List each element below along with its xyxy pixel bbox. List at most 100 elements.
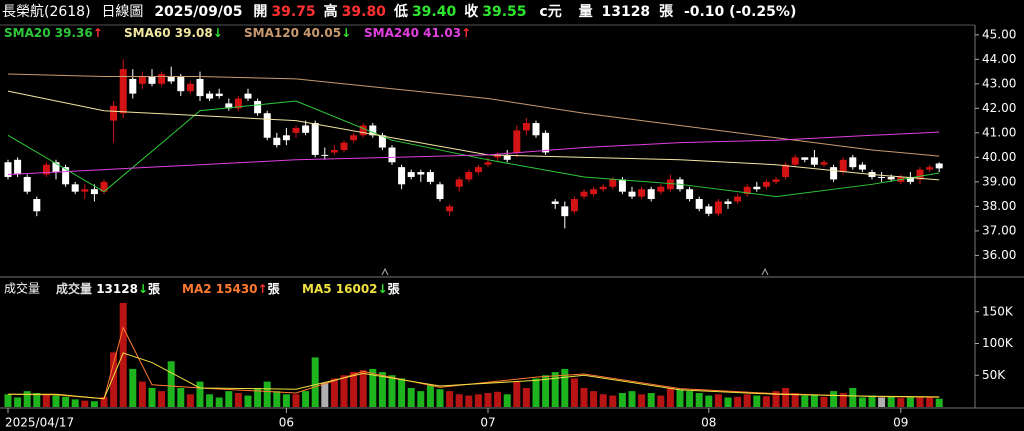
candle-body — [340, 142, 348, 150]
legend-trend: ↓ — [138, 282, 148, 296]
legend-unit: 張 — [148, 282, 161, 296]
candle-body — [330, 150, 338, 153]
volume-bar — [196, 381, 204, 407]
candle-body — [129, 78, 137, 94]
candle-body — [417, 172, 425, 175]
volume-bar — [801, 395, 809, 407]
y-tick-label: 38.00 — [982, 199, 1016, 213]
candle-body — [820, 162, 828, 165]
volume-bar — [186, 394, 194, 407]
legend-name: SMA60 — [124, 26, 171, 40]
signal-marker — [381, 267, 389, 276]
volume-bar — [887, 396, 895, 407]
candle-body — [628, 191, 636, 197]
candle-body — [782, 164, 790, 177]
volume-bar — [23, 391, 31, 407]
volume-bar — [743, 394, 751, 407]
candle-body — [436, 184, 444, 200]
legend-value: 16002 — [336, 282, 378, 296]
volume-bar — [378, 372, 386, 407]
volume-bar — [206, 394, 214, 407]
legend-name: SMA120 — [244, 26, 299, 40]
candle-body — [196, 78, 204, 97]
candle-body — [446, 206, 454, 212]
candle-body — [705, 206, 713, 214]
volume-bar — [714, 394, 722, 407]
ma-line — [7, 100, 940, 198]
candle-body — [455, 179, 463, 187]
legend-label: 成交量 — [56, 281, 92, 296]
volume-bar — [340, 375, 348, 407]
volume-bar — [686, 391, 694, 407]
volume-bar — [177, 387, 185, 407]
volume-bar — [839, 393, 847, 407]
volume-bar — [273, 391, 281, 407]
x-tick-label: 2025/04/17 — [5, 416, 74, 430]
volume-bar — [42, 394, 50, 407]
candle-body — [839, 159, 847, 173]
volume-bar — [734, 396, 742, 407]
candle-body — [110, 105, 118, 121]
y-tick-label: 150K — [982, 304, 1014, 318]
candle-body — [474, 167, 482, 173]
candle-body — [369, 125, 377, 136]
ma-line — [8, 352, 940, 400]
volume-bar — [110, 352, 118, 407]
volume-bar — [590, 391, 598, 407]
volume-bar — [484, 393, 492, 407]
ma-line — [7, 90, 940, 181]
candle-body — [186, 83, 194, 92]
y-tick-label: 41.00 — [982, 125, 1016, 139]
volume-bar — [522, 387, 530, 407]
candle-body — [138, 76, 146, 84]
volume-bar — [474, 394, 482, 407]
volume-bar — [647, 393, 655, 407]
candle-body — [849, 157, 857, 168]
candle-body — [52, 162, 60, 173]
volume-label: 量 — [578, 4, 593, 20]
candle-body — [522, 123, 530, 131]
candle-body — [801, 157, 809, 160]
volume-bar — [762, 396, 770, 407]
candle-body — [81, 189, 89, 192]
volume-bar — [455, 394, 463, 407]
volume-bar — [935, 398, 943, 407]
candle-body — [916, 169, 924, 180]
y-tick-label: 50K — [982, 368, 1006, 382]
volume-bar — [138, 381, 146, 407]
volume-bar — [369, 368, 377, 407]
candle-body — [244, 93, 252, 99]
legend-entry: SMA20 39.36↑ — [4, 26, 103, 40]
volume-unit: 張 — [659, 4, 674, 20]
volume-bar — [215, 397, 223, 407]
candle-body — [359, 125, 367, 136]
volume-bar — [503, 394, 511, 407]
panel-title: 成交量 — [4, 281, 40, 296]
volume-bar — [225, 391, 233, 407]
volume-bar — [254, 387, 262, 407]
candle-body — [148, 76, 156, 84]
volume-bar — [676, 389, 684, 407]
candle-body — [830, 167, 838, 180]
change: -0.10 (-0.25%) — [683, 4, 797, 20]
ma-line — [7, 131, 940, 176]
volume-bar — [158, 391, 166, 407]
volume-bar — [878, 397, 886, 407]
legend-entry: MA5 16002↓張 — [302, 282, 401, 296]
y-tick-label: 37.00 — [982, 223, 1016, 237]
candle-body — [561, 206, 569, 217]
candle-body — [292, 127, 300, 133]
candle-body — [90, 189, 98, 195]
volume-bar — [618, 393, 626, 407]
candle-body — [686, 189, 694, 200]
volume-bar — [705, 395, 713, 407]
candle-body — [753, 186, 761, 190]
volume-bar — [513, 381, 521, 407]
candle-body — [810, 157, 818, 165]
candle-body — [551, 201, 559, 204]
volume-bar — [148, 387, 156, 407]
volume-bar — [407, 387, 415, 407]
legend-value: 39.08 — [175, 26, 213, 40]
candle-body — [33, 199, 41, 212]
